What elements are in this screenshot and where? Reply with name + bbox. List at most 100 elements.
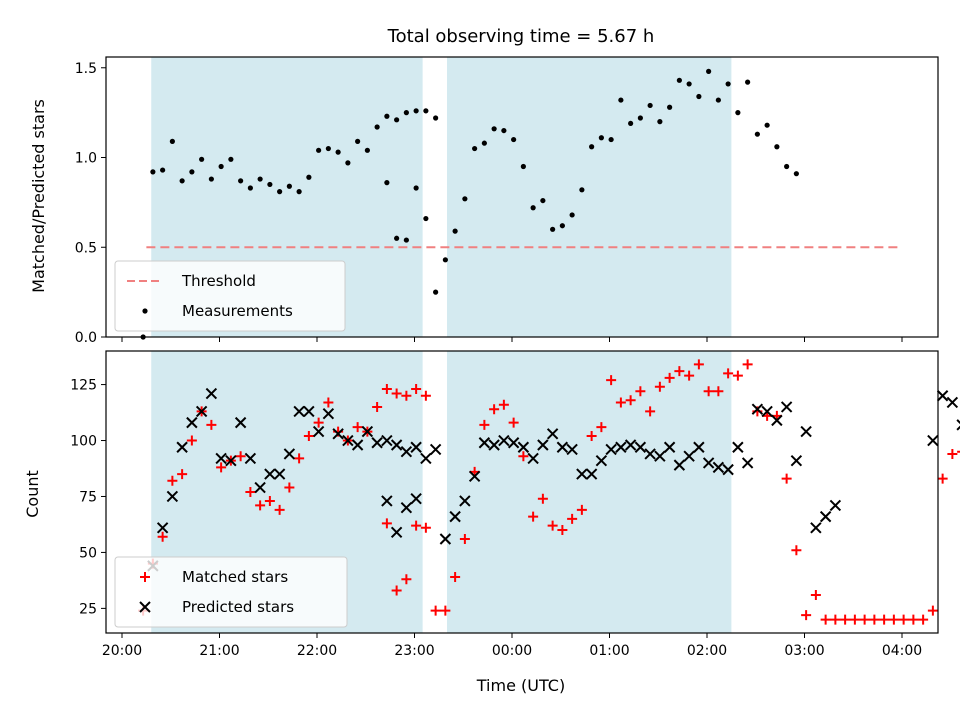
data-point <box>452 228 458 234</box>
predicted-point <box>225 454 237 467</box>
data-point <box>472 145 478 152</box>
predicted-point <box>576 468 588 480</box>
predicted-point <box>956 419 960 431</box>
matched-point <box>820 614 831 625</box>
predicted-point <box>449 510 461 523</box>
data-point <box>657 119 663 125</box>
matched-point <box>372 401 383 412</box>
predicted-point <box>400 501 413 514</box>
bottom-y-axis-title: Count <box>23 470 42 518</box>
predicted-point <box>615 441 627 453</box>
data-point <box>413 185 419 191</box>
y-tick-label: 75 <box>79 489 97 505</box>
data-point <box>364 147 370 153</box>
predicted-point <box>303 405 315 418</box>
matched-point <box>547 520 558 531</box>
predicted-point <box>166 490 179 503</box>
matched-point <box>294 453 305 464</box>
data-point <box>637 115 643 121</box>
predicted-point <box>342 434 354 447</box>
matched-point <box>381 384 392 395</box>
matched-point <box>859 614 870 625</box>
data-point <box>150 169 156 175</box>
legend: Matched stars Predicted stars <box>114 556 348 628</box>
x-tick-label: 04:00 <box>882 643 922 659</box>
predicted-point <box>537 439 549 451</box>
legend-matched-swatch <box>140 572 150 582</box>
predicted-point <box>400 446 413 458</box>
data-point <box>784 163 790 170</box>
matched-point <box>157 531 168 542</box>
matched-point <box>606 375 617 386</box>
matched-point <box>674 366 685 377</box>
predicted-point <box>800 425 812 438</box>
x-tick-label: 00:00 <box>492 643 532 659</box>
matched-point <box>684 370 695 381</box>
predicted-point <box>498 434 510 447</box>
predicted-point <box>819 510 832 523</box>
x-tick-label: 21:00 <box>199 643 239 659</box>
matched-point <box>810 589 821 600</box>
data-point <box>442 257 448 263</box>
predicted-point <box>780 401 793 413</box>
x-tick-label: 20:00 <box>102 643 142 659</box>
data-point <box>569 212 575 218</box>
y-tick-label: 100 <box>70 434 97 450</box>
matched-point <box>518 451 529 462</box>
predicted-point <box>312 425 325 438</box>
matched-point <box>635 386 646 397</box>
matched-point <box>420 522 431 533</box>
data-point <box>491 126 497 132</box>
predicted-point <box>459 495 471 507</box>
legend-measurement-swatch <box>142 308 148 314</box>
data-point <box>725 81 731 87</box>
predicted-point <box>624 439 637 451</box>
predicted-point <box>683 450 695 462</box>
predicted-point <box>186 416 198 429</box>
y-tick-label: 0.5 <box>75 240 97 256</box>
predicted-point <box>722 463 734 476</box>
y-tick-label: 50 <box>79 545 97 561</box>
data-point <box>501 127 507 134</box>
matched-point <box>908 614 919 625</box>
data-point <box>218 163 224 170</box>
matched-point <box>411 384 422 395</box>
legend-box <box>114 260 346 332</box>
matched-point <box>957 450 960 453</box>
matched-point <box>459 534 470 544</box>
predicted-point <box>361 425 374 438</box>
predicted-point <box>488 439 500 451</box>
data-point <box>179 178 185 184</box>
matched-point <box>713 386 724 397</box>
data-point <box>345 160 351 166</box>
predicted-point <box>264 468 276 480</box>
data-point <box>394 117 400 123</box>
predicted-point <box>390 526 403 538</box>
plot-frame <box>105 350 939 634</box>
matched-point <box>830 614 841 625</box>
predicted-point <box>381 495 393 507</box>
matched-point <box>177 469 188 480</box>
data-point <box>355 138 361 144</box>
data-point <box>267 181 273 188</box>
predicted-point <box>556 441 569 453</box>
predicted-point <box>566 443 578 456</box>
matched-point <box>557 525 568 536</box>
predicted-point <box>663 441 676 453</box>
data-point <box>413 108 419 114</box>
data-point <box>579 187 585 193</box>
data-point <box>774 144 780 150</box>
predicted-point <box>478 437 491 449</box>
matched-point <box>615 397 626 408</box>
predicted-point <box>332 428 344 440</box>
predicted-point <box>283 448 296 460</box>
matched-point <box>284 482 295 493</box>
x-tick-label: 03:00 <box>784 643 824 659</box>
predicted-point <box>420 452 432 465</box>
top-y-axis-title: Matched/Predicted stars <box>29 99 48 293</box>
predicted-point <box>595 454 608 467</box>
predicted-point <box>927 434 939 447</box>
predicted-point <box>293 405 305 418</box>
legend-label: Predicted stars <box>182 598 294 616</box>
